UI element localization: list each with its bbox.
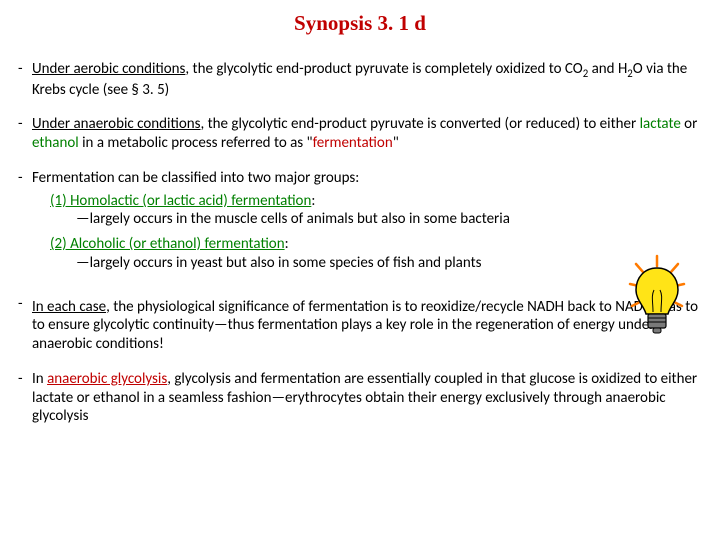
bullet-4: - In each case, the physiological signif… [18, 295, 702, 354]
dash: - [18, 60, 32, 99]
bullet-1: - Under aerobic conditions, the glycolyt… [18, 60, 702, 99]
fermentation-type-1: (1) Homolactic (or lactic acid) fermenta… [50, 192, 702, 230]
bullet-5-text: In anaerobic glycolysis, glycolysis and … [32, 370, 702, 426]
dash: - [18, 169, 32, 279]
page-title: Synopsis 3. 1 d [18, 10, 702, 36]
bullet-2: - Under anaerobic conditions, the glycol… [18, 115, 702, 153]
bullet-3: - Fermentation can be classified into tw… [18, 169, 702, 279]
fermentation-type-2: (2) Alcoholic (or ethanol) fermentation:… [50, 235, 702, 273]
bullet-5: - In anaerobic glycolysis, glycolysis an… [18, 370, 702, 426]
bullet-4-text: In each case, the physiological signific… [32, 295, 702, 354]
fermentation-types: (1) Homolactic (or lactic acid) fermenta… [32, 192, 702, 273]
dash: - [18, 115, 32, 153]
bullet-3-text: Fermentation can be classified into two … [32, 169, 702, 279]
dash: - [18, 295, 32, 354]
dash: - [18, 370, 32, 426]
bullet-2-text: Under anaerobic conditions, the glycolyt… [32, 115, 702, 153]
lightbulb-icon [626, 254, 688, 342]
bullet-1-text: Under aerobic conditions, the glycolytic… [32, 60, 702, 99]
